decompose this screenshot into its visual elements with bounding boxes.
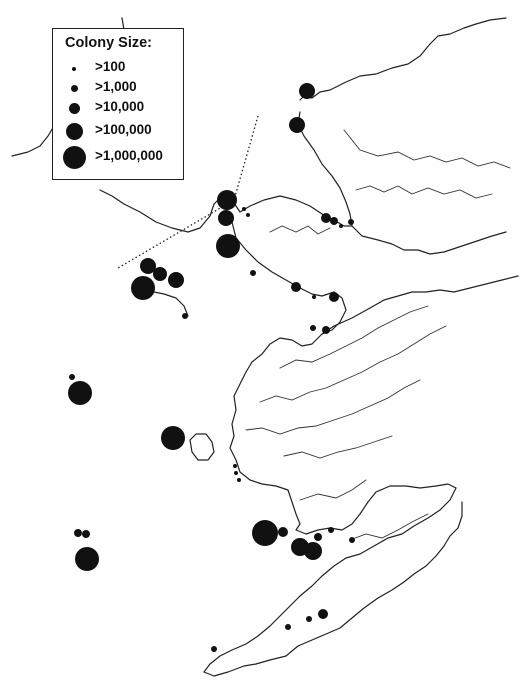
colony-marker (318, 609, 328, 619)
colony-marker (75, 547, 99, 571)
colony-marker (348, 219, 354, 225)
legend-marker (71, 85, 78, 92)
colony-marker (330, 217, 338, 225)
colony-marker (131, 276, 155, 300)
colony-marker (161, 426, 185, 450)
legend-label: >1,000,000 (95, 148, 163, 163)
legend-entry: >100 (53, 57, 183, 77)
colony-marker (153, 267, 167, 281)
colony-marker (69, 374, 75, 380)
colony-marker (237, 478, 241, 482)
river (349, 513, 429, 541)
colony-marker (182, 313, 188, 319)
legend-marker (72, 67, 76, 71)
coastline (11, 17, 519, 677)
colony-marker (74, 529, 82, 537)
colony-markers (68, 83, 355, 652)
colony-marker (339, 224, 343, 228)
colony-marker (322, 326, 330, 334)
north-bay-coast (299, 17, 507, 101)
colony-marker (252, 520, 278, 546)
colony-marker (217, 190, 237, 210)
legend-label: >10,000 (95, 99, 145, 114)
legend-marker (69, 103, 80, 114)
colony-marker (289, 117, 305, 133)
colony-marker (250, 270, 256, 276)
legend-entry: >100,000 (53, 120, 183, 140)
peninsula-north-shore (99, 189, 233, 233)
legend-entry: >10,000 (53, 97, 183, 117)
alaska-peninsula-north (203, 487, 457, 673)
colony-marker (321, 213, 331, 223)
river (259, 325, 447, 403)
legend-label: >100,000 (95, 122, 152, 137)
legend: Colony Size: >100 >1,000 >10,000 >100,00… (52, 28, 184, 180)
legend-entry: >1,000,000 (53, 146, 183, 169)
colony-marker (299, 83, 315, 99)
eastern-coast (351, 225, 507, 255)
bay-head-coast (297, 111, 353, 227)
colony-marker (329, 292, 339, 302)
river (343, 129, 511, 169)
legend-marker (63, 146, 86, 169)
colony-marker (312, 295, 316, 299)
legend-label: >1,000 (95, 79, 137, 94)
colony-marker (314, 533, 322, 541)
colony-marker (218, 210, 234, 226)
river (355, 185, 493, 199)
colony-marker (233, 464, 237, 468)
legend-marker (66, 123, 83, 140)
legend-label: >100 (95, 59, 126, 74)
rivers (245, 129, 511, 541)
peninsula-south-shore (231, 221, 347, 335)
island-coast (189, 433, 215, 461)
river (283, 435, 393, 459)
southern-coast (287, 483, 457, 535)
east-mainland-coast (321, 275, 519, 335)
colony-marker (278, 527, 288, 537)
river (245, 379, 421, 435)
colony-marker (306, 616, 312, 622)
colony-marker (304, 542, 322, 560)
legend-entry: >1,000 (53, 77, 183, 97)
colony-marker (140, 258, 156, 274)
colony-marker (242, 207, 246, 211)
river (279, 305, 429, 369)
legend-title: Colony Size: (65, 35, 153, 51)
colony-marker (291, 282, 301, 292)
river (269, 225, 331, 235)
alaska-peninsula-south (203, 501, 463, 677)
colony-marker (216, 234, 240, 258)
colony-marker (82, 530, 90, 538)
colony-marker (285, 624, 291, 630)
colony-marker (310, 325, 316, 331)
colony-marker (349, 537, 355, 543)
colony-marker (68, 381, 92, 405)
boundary-line (117, 115, 259, 269)
river (299, 479, 367, 501)
colony-marker (246, 213, 250, 217)
colony-marker (328, 527, 334, 533)
mid-coast (229, 333, 323, 491)
colony-marker (168, 272, 184, 288)
colony-marker (211, 646, 217, 652)
colony-marker (234, 471, 238, 475)
